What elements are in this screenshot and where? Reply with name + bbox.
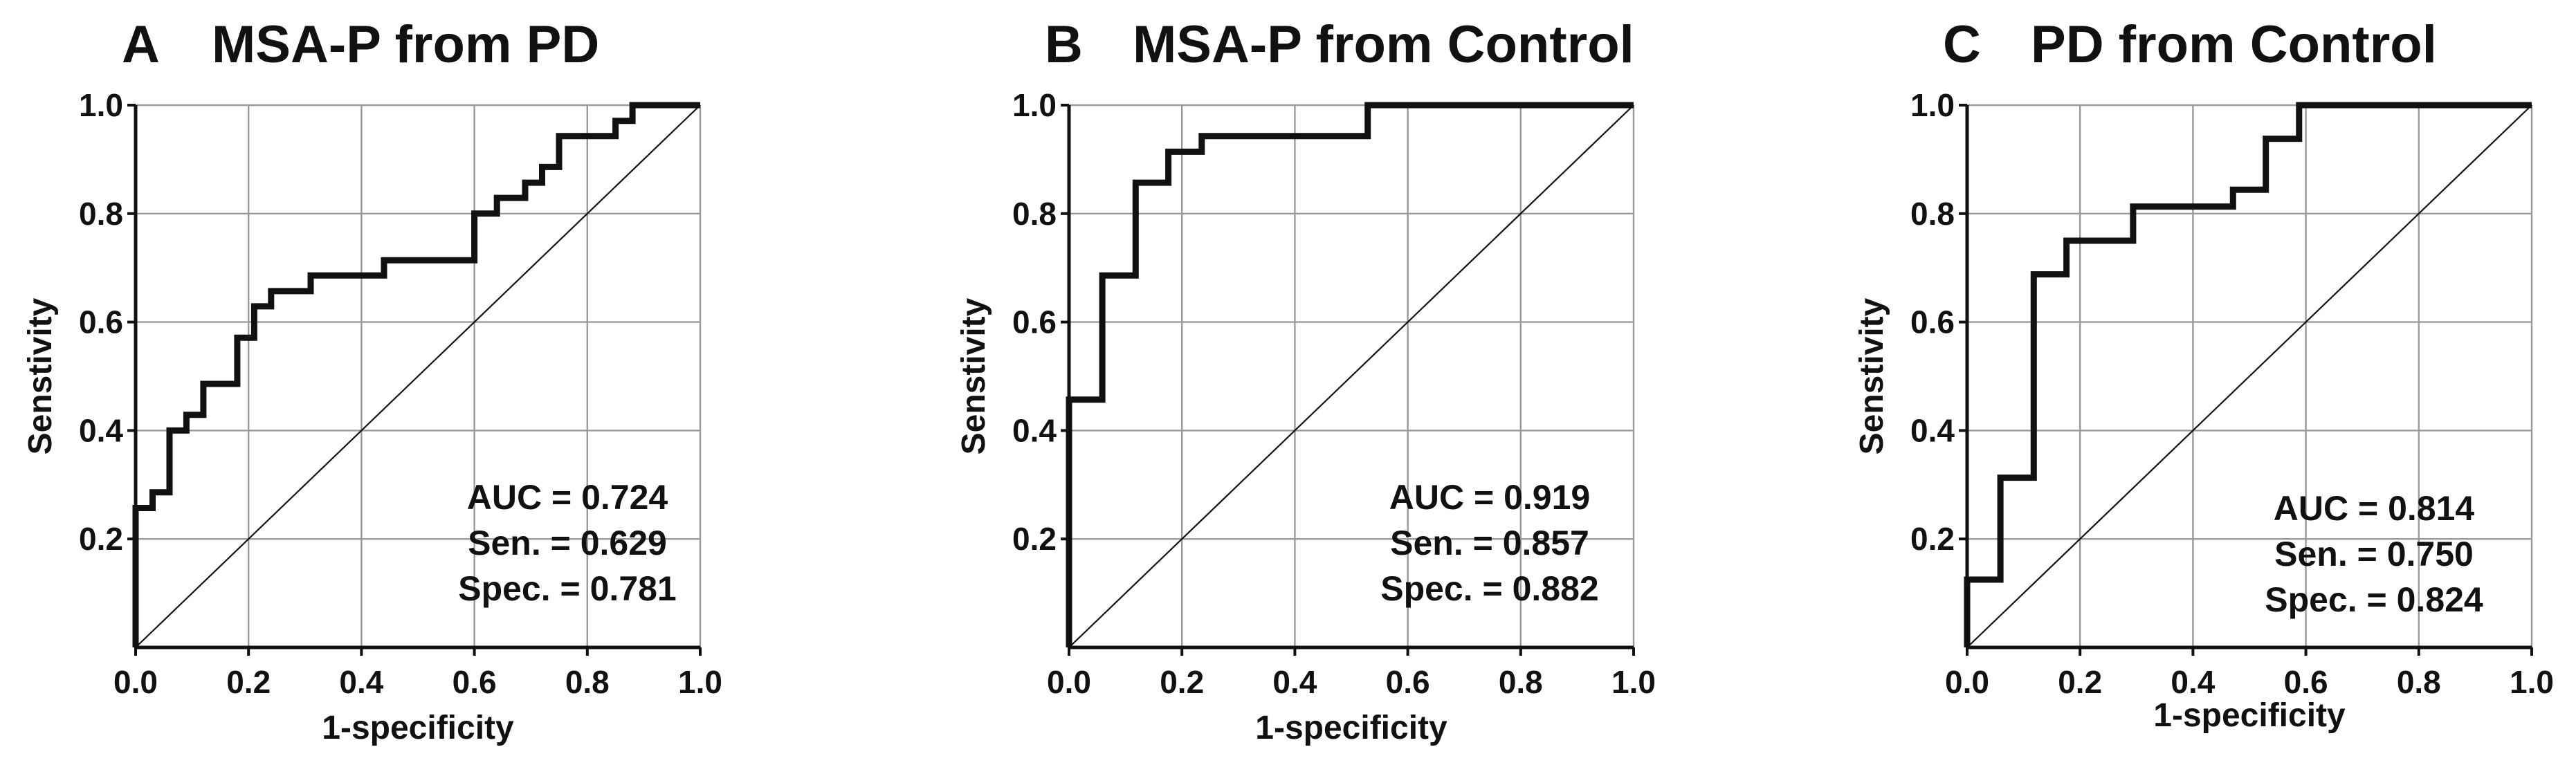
roc-curve bbox=[1964, 102, 2532, 647]
stat-annotation: Sen. = 0.750 bbox=[2274, 535, 2474, 573]
y-tick-label: 0.8 bbox=[1910, 196, 1955, 232]
roc-curve bbox=[132, 102, 700, 647]
y-tick-label: 0.2 bbox=[79, 521, 123, 557]
y-tick-label: 0.4 bbox=[79, 412, 123, 448]
x-axis-title: 1-specificity bbox=[322, 710, 514, 746]
reference-line bbox=[1966, 104, 2532, 648]
y-tick-label: 0.2 bbox=[1012, 521, 1057, 557]
panel-letter: C bbox=[1943, 15, 1981, 74]
x-tick-label: 0.2 bbox=[2058, 664, 2102, 700]
x-tick-label: 0.2 bbox=[1160, 664, 1204, 700]
x-tick-label: 0.8 bbox=[565, 664, 610, 700]
y-tick-label: 0.8 bbox=[1012, 196, 1057, 232]
y-tick-label: 1.0 bbox=[1910, 87, 1955, 123]
y-tick-label: 1.0 bbox=[1012, 87, 1057, 123]
stat-annotation: Spec. = 0.824 bbox=[2265, 580, 2483, 619]
roc-panel-a: 0.0 0.2 0.4 0.6 0.8 1.0 0.2 0.4 0.6 0.8 1.0 A MSA-P … bbox=[22, 15, 722, 746]
x-tick-label: 0.2 bbox=[226, 664, 271, 700]
x-tick-label: 1.0 bbox=[678, 664, 722, 700]
stat-annotation: AUC = 0.919 bbox=[1389, 478, 1590, 517]
reference-line bbox=[135, 104, 701, 648]
roc-curve bbox=[1066, 102, 1634, 647]
x-tick-label: 1.0 bbox=[1611, 664, 1656, 700]
stat-annotation: Sen. = 0.629 bbox=[468, 524, 667, 562]
x-tick-label: 0.0 bbox=[113, 664, 158, 700]
y-tick-label: 1.0 bbox=[79, 87, 123, 123]
roc-panel-c: 0.0 0.2 0.4 0.6 0.8 1.0 0.2 0.4 0.6 0.8 1.0 C PD fro… bbox=[1854, 15, 2554, 734]
panel-letter: B bbox=[1045, 15, 1083, 74]
stat-annotation: AUC = 0.724 bbox=[467, 478, 668, 517]
stat-annotation: Spec. = 0.781 bbox=[458, 569, 677, 608]
x-tick-label: 0.8 bbox=[2397, 664, 2441, 700]
stat-annotation: Spec. = 0.882 bbox=[1380, 569, 1599, 608]
y-tick-label: 0.4 bbox=[1910, 412, 1955, 448]
x-tick-label: 0.6 bbox=[1386, 664, 1430, 700]
panel-title: MSA-P from Control bbox=[1133, 15, 1634, 74]
stat-annotation: Sen. = 0.857 bbox=[1390, 524, 1589, 562]
x-axis-title: 1-specificity bbox=[2153, 697, 2346, 734]
panel-letter: A bbox=[122, 15, 160, 74]
x-tick-label: 0.4 bbox=[1272, 664, 1317, 700]
x-tick-label: 0.8 bbox=[1499, 664, 1543, 700]
y-tick-label: 0.6 bbox=[1012, 304, 1057, 340]
reference-line bbox=[1068, 104, 1634, 648]
x-tick-label: 0.0 bbox=[1047, 664, 1091, 700]
panel-title: PD from Control bbox=[2031, 15, 2437, 74]
y-tick-label: 0.4 bbox=[1012, 412, 1057, 448]
y-tick-label: 0.6 bbox=[79, 304, 123, 340]
x-tick-label: 0.6 bbox=[2284, 664, 2328, 700]
y-axis-title: Senstivity bbox=[1854, 297, 1890, 454]
x-axis-title: 1-specificity bbox=[1255, 710, 1447, 746]
roc-panel-b: 0.0 0.2 0.4 0.6 0.8 1.0 0.2 0.4 0.6 0.8 1.0 B MSA-P … bbox=[956, 15, 1656, 746]
x-tick-label: 0.4 bbox=[2171, 664, 2215, 700]
x-tick-label: 1.0 bbox=[2510, 664, 2554, 700]
y-tick-label: 0.8 bbox=[79, 196, 123, 232]
x-tick-label: 0.4 bbox=[339, 664, 383, 700]
y-tick-label: 0.6 bbox=[1910, 304, 1955, 340]
x-tick-label: 0.0 bbox=[1945, 664, 1989, 700]
panel-title: MSA-P from PD bbox=[212, 15, 599, 74]
y-tick-label: 0.2 bbox=[1910, 521, 1955, 557]
y-axis-title: Senstivity bbox=[22, 297, 59, 454]
y-axis-title: Senstivity bbox=[956, 297, 992, 454]
x-tick-label: 0.6 bbox=[453, 664, 497, 700]
stat-annotation: AUC = 0.814 bbox=[2274, 489, 2475, 528]
